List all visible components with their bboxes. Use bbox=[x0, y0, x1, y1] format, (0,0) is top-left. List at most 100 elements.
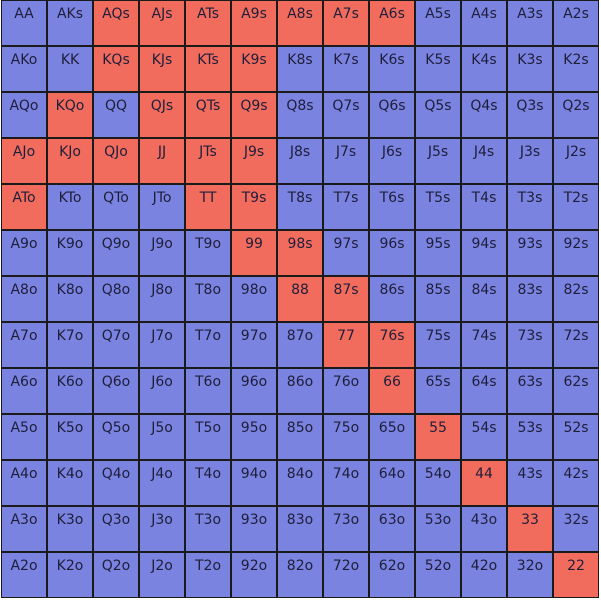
hand-cell-ats[interactable]: ATs bbox=[186, 1, 230, 45]
hand-cell-q4s[interactable]: Q4s bbox=[462, 93, 506, 137]
hand-cell-83s[interactable]: 83s bbox=[508, 277, 552, 321]
hand-cell-74s[interactable]: 74s bbox=[462, 323, 506, 367]
hand-cell-q3s[interactable]: Q3s bbox=[508, 93, 552, 137]
hand-cell-a2o[interactable]: A2o bbox=[2, 553, 46, 597]
hand-cell-t6o[interactable]: T6o bbox=[186, 369, 230, 413]
hand-cell-84s[interactable]: 84s bbox=[462, 277, 506, 321]
hand-cell-a7o[interactable]: A7o bbox=[2, 323, 46, 367]
hand-cell-87o[interactable]: 87o bbox=[278, 323, 322, 367]
hand-cell-qq[interactable]: QQ bbox=[94, 93, 138, 137]
hand-cell-42o[interactable]: 42o bbox=[462, 553, 506, 597]
hand-cell-j7s[interactable]: J7s bbox=[324, 139, 368, 183]
hand-cell-a2s[interactable]: A2s bbox=[554, 1, 598, 45]
hand-cell-43o[interactable]: 43o bbox=[462, 507, 506, 551]
hand-cell-a5o[interactable]: A5o bbox=[2, 415, 46, 459]
hand-cell-j3s[interactable]: J3s bbox=[508, 139, 552, 183]
hand-cell-kk[interactable]: KK bbox=[48, 47, 92, 91]
hand-cell-76s[interactable]: 76s bbox=[370, 323, 414, 367]
hand-cell-k2s[interactable]: K2s bbox=[554, 47, 598, 91]
hand-cell-94s[interactable]: 94s bbox=[462, 231, 506, 275]
hand-cell-98o[interactable]: 98o bbox=[232, 277, 276, 321]
hand-cell-54s[interactable]: 54s bbox=[462, 415, 506, 459]
hand-cell-k8s[interactable]: K8s bbox=[278, 47, 322, 91]
hand-cell-jj[interactable]: JJ bbox=[140, 139, 184, 183]
hand-cell-73s[interactable]: 73s bbox=[508, 323, 552, 367]
hand-cell-aks[interactable]: AKs bbox=[48, 1, 92, 45]
hand-cell-62o[interactable]: 62o bbox=[370, 553, 414, 597]
hand-cell-33[interactable]: 33 bbox=[508, 507, 552, 551]
hand-cell-a7s[interactable]: A7s bbox=[324, 1, 368, 45]
hand-cell-qto[interactable]: QTo bbox=[94, 185, 138, 229]
hand-cell-93o[interactable]: 93o bbox=[232, 507, 276, 551]
hand-cell-84o[interactable]: 84o bbox=[278, 461, 322, 505]
hand-cell-aqs[interactable]: AQs bbox=[94, 1, 138, 45]
hand-cell-72o[interactable]: 72o bbox=[324, 553, 368, 597]
hand-cell-q5o[interactable]: Q5o bbox=[94, 415, 138, 459]
hand-cell-t4o[interactable]: T4o bbox=[186, 461, 230, 505]
hand-cell-q2o[interactable]: Q2o bbox=[94, 553, 138, 597]
hand-cell-95o[interactable]: 95o bbox=[232, 415, 276, 459]
hand-cell-k2o[interactable]: K2o bbox=[48, 553, 92, 597]
hand-cell-kto[interactable]: KTo bbox=[48, 185, 92, 229]
hand-cell-32s[interactable]: 32s bbox=[554, 507, 598, 551]
hand-cell-86s[interactable]: 86s bbox=[370, 277, 414, 321]
hand-cell-q6s[interactable]: Q6s bbox=[370, 93, 414, 137]
hand-cell-q7s[interactable]: Q7s bbox=[324, 93, 368, 137]
hand-cell-q2s[interactable]: Q2s bbox=[554, 93, 598, 137]
hand-cell-q4o[interactable]: Q4o bbox=[94, 461, 138, 505]
hand-cell-q5s[interactable]: Q5s bbox=[416, 93, 460, 137]
hand-cell-42s[interactable]: 42s bbox=[554, 461, 598, 505]
hand-cell-k3s[interactable]: K3s bbox=[508, 47, 552, 91]
hand-cell-j5s[interactable]: J5s bbox=[416, 139, 460, 183]
hand-cell-t2s[interactable]: T2s bbox=[554, 185, 598, 229]
hand-cell-22[interactable]: 22 bbox=[554, 553, 598, 597]
hand-cell-k8o[interactable]: K8o bbox=[48, 277, 92, 321]
hand-cell-94o[interactable]: 94o bbox=[232, 461, 276, 505]
hand-cell-98s[interactable]: 98s bbox=[278, 231, 322, 275]
hand-cell-a9o[interactable]: A9o bbox=[2, 231, 46, 275]
hand-cell-j2s[interactable]: J2s bbox=[554, 139, 598, 183]
hand-cell-t5s[interactable]: T5s bbox=[416, 185, 460, 229]
hand-cell-k9o[interactable]: K9o bbox=[48, 231, 92, 275]
hand-cell-t8s[interactable]: T8s bbox=[278, 185, 322, 229]
hand-cell-k6s[interactable]: K6s bbox=[370, 47, 414, 91]
hand-cell-76o[interactable]: 76o bbox=[324, 369, 368, 413]
hand-cell-a8s[interactable]: A8s bbox=[278, 1, 322, 45]
hand-cell-a5s[interactable]: A5s bbox=[416, 1, 460, 45]
hand-cell-93s[interactable]: 93s bbox=[508, 231, 552, 275]
hand-cell-j2o[interactable]: J2o bbox=[140, 553, 184, 597]
hand-cell-96s[interactable]: 96s bbox=[370, 231, 414, 275]
hand-cell-52o[interactable]: 52o bbox=[416, 553, 460, 597]
hand-cell-53s[interactable]: 53s bbox=[508, 415, 552, 459]
hand-cell-j8o[interactable]: J8o bbox=[140, 277, 184, 321]
hand-cell-97o[interactable]: 97o bbox=[232, 323, 276, 367]
hand-cell-65s[interactable]: 65s bbox=[416, 369, 460, 413]
hand-cell-82s[interactable]: 82s bbox=[554, 277, 598, 321]
hand-cell-kqs[interactable]: KQs bbox=[94, 47, 138, 91]
hand-cell-q3o[interactable]: Q3o bbox=[94, 507, 138, 551]
hand-cell-65o[interactable]: 65o bbox=[370, 415, 414, 459]
hand-cell-54o[interactable]: 54o bbox=[416, 461, 460, 505]
hand-cell-k3o[interactable]: K3o bbox=[48, 507, 92, 551]
hand-cell-k4s[interactable]: K4s bbox=[462, 47, 506, 91]
hand-cell-t7s[interactable]: T7s bbox=[324, 185, 368, 229]
hand-cell-kjs[interactable]: KJs bbox=[140, 47, 184, 91]
hand-cell-55[interactable]: 55 bbox=[416, 415, 460, 459]
hand-cell-97s[interactable]: 97s bbox=[324, 231, 368, 275]
hand-cell-aa[interactable]: AA bbox=[2, 1, 46, 45]
hand-cell-63s[interactable]: 63s bbox=[508, 369, 552, 413]
hand-cell-44[interactable]: 44 bbox=[462, 461, 506, 505]
hand-cell-43s[interactable]: 43s bbox=[508, 461, 552, 505]
hand-cell-62s[interactable]: 62s bbox=[554, 369, 598, 413]
hand-cell-a3o[interactable]: A3o bbox=[2, 507, 46, 551]
hand-cell-95s[interactable]: 95s bbox=[416, 231, 460, 275]
hand-cell-t5o[interactable]: T5o bbox=[186, 415, 230, 459]
hand-cell-a4s[interactable]: A4s bbox=[462, 1, 506, 45]
hand-cell-j3o[interactable]: J3o bbox=[140, 507, 184, 551]
hand-cell-a8o[interactable]: A8o bbox=[2, 277, 46, 321]
hand-cell-kts[interactable]: KTs bbox=[186, 47, 230, 91]
hand-cell-t6s[interactable]: T6s bbox=[370, 185, 414, 229]
hand-cell-72s[interactable]: 72s bbox=[554, 323, 598, 367]
hand-cell-75s[interactable]: 75s bbox=[416, 323, 460, 367]
hand-cell-32o[interactable]: 32o bbox=[508, 553, 552, 597]
